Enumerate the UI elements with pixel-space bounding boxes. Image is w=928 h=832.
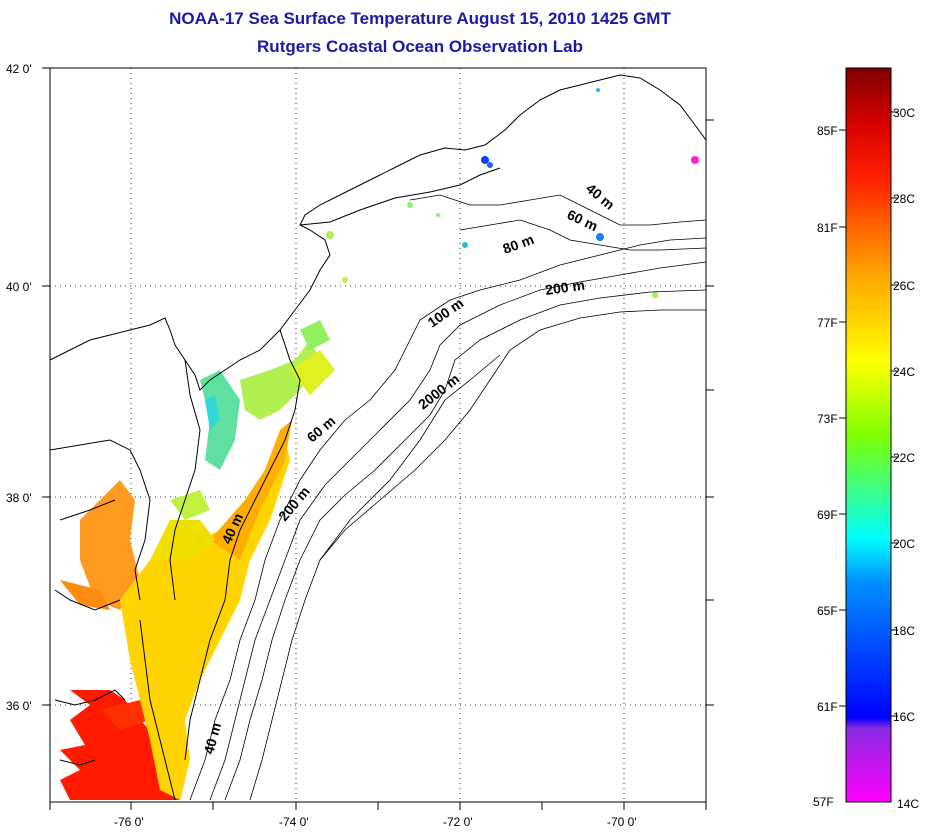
- f-label: 69F: [817, 508, 838, 522]
- c-label: 20C: [893, 537, 915, 551]
- lat-label: 36 0': [6, 699, 32, 713]
- f-label: 61F: [817, 700, 838, 714]
- lat-label: 40 0': [6, 280, 32, 294]
- depth-label: 40 m: [200, 721, 224, 756]
- isobaths: [189, 194, 707, 801]
- lon-label: -72 0': [443, 815, 473, 829]
- lon-label: -70 0': [607, 815, 637, 829]
- c-label: 14C: [897, 797, 919, 811]
- c-label: 22C: [893, 451, 915, 465]
- c-label: 18C: [893, 624, 915, 638]
- sst-coverage: [60, 88, 699, 800]
- lon-label: -74 0': [279, 815, 309, 829]
- c-label: 30C: [893, 106, 915, 120]
- latitude-labels: 42 0' 40 0' 38 0' 36 0': [6, 62, 32, 713]
- longitude-labels: -76 0' -74 0' -72 0' -70 0': [114, 815, 637, 829]
- f-label: 77F: [817, 316, 838, 330]
- c-label: 16C: [893, 710, 915, 724]
- lat-label: 42 0': [6, 62, 32, 76]
- f-label: 73F: [817, 412, 838, 426]
- f-label: 85F: [817, 124, 838, 138]
- c-label: 26C: [893, 279, 915, 293]
- f-label: 57F: [813, 795, 834, 809]
- coastline: [49, 74, 707, 801]
- colorbar-c-labels: 30C 28C 26C 24C 22C 20C 18C 16C 14C: [893, 106, 919, 811]
- map-ticks: [42, 67, 714, 810]
- f-label: 65F: [817, 604, 838, 618]
- lat-label: 38 0': [6, 491, 32, 505]
- colorbar-ticks: [839, 111, 898, 717]
- depth-label: 200 m: [544, 277, 586, 298]
- colorbar-f-labels: 85F 81F 77F 73F 69F 65F 61F 57F: [813, 124, 838, 809]
- map-subtitle: Rutgers Coastal Ocean Observation Lab: [257, 37, 583, 56]
- lon-label: -76 0': [114, 815, 144, 829]
- f-label: 81F: [817, 221, 838, 235]
- c-label: 24C: [893, 365, 915, 379]
- c-label: 28C: [893, 192, 915, 206]
- colorbar: [845, 67, 892, 803]
- map-title: NOAA-17 Sea Surface Temperature August 1…: [169, 9, 671, 28]
